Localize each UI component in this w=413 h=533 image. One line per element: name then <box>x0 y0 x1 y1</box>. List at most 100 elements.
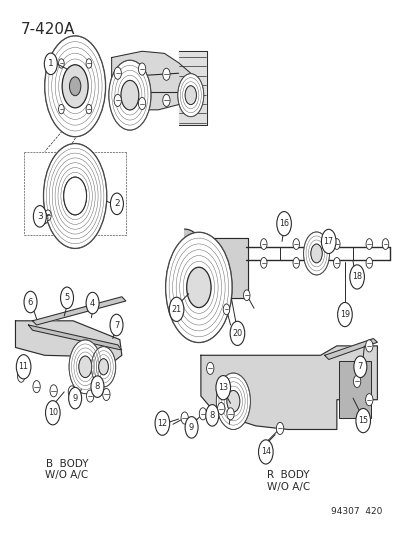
Ellipse shape <box>381 239 388 249</box>
Text: 7: 7 <box>114 320 119 329</box>
Ellipse shape <box>165 232 232 343</box>
Ellipse shape <box>68 386 75 398</box>
Ellipse shape <box>169 297 183 321</box>
Ellipse shape <box>86 390 94 402</box>
Ellipse shape <box>121 80 138 110</box>
Text: 11: 11 <box>19 362 28 372</box>
Ellipse shape <box>33 206 46 227</box>
Ellipse shape <box>365 239 372 249</box>
Ellipse shape <box>185 417 197 438</box>
Ellipse shape <box>303 232 329 275</box>
Ellipse shape <box>310 244 321 263</box>
Text: W/O A/C: W/O A/C <box>45 471 88 480</box>
Ellipse shape <box>138 98 145 110</box>
Ellipse shape <box>292 239 299 249</box>
Polygon shape <box>184 229 207 306</box>
Ellipse shape <box>216 376 230 400</box>
Text: 10: 10 <box>48 408 58 417</box>
Ellipse shape <box>69 387 81 409</box>
Ellipse shape <box>45 401 60 425</box>
Ellipse shape <box>337 302 351 327</box>
Ellipse shape <box>355 408 370 433</box>
Text: 5: 5 <box>64 293 69 302</box>
Polygon shape <box>28 325 121 350</box>
Ellipse shape <box>365 257 372 268</box>
Ellipse shape <box>60 287 74 309</box>
Ellipse shape <box>102 389 110 400</box>
Ellipse shape <box>64 177 86 215</box>
Ellipse shape <box>33 381 40 393</box>
Ellipse shape <box>138 63 145 75</box>
Ellipse shape <box>91 346 116 387</box>
Ellipse shape <box>180 412 188 424</box>
Ellipse shape <box>69 340 101 394</box>
Ellipse shape <box>276 422 283 434</box>
Polygon shape <box>112 51 190 110</box>
Ellipse shape <box>320 229 335 254</box>
Text: R  BODY: R BODY <box>266 471 309 480</box>
Polygon shape <box>200 346 377 430</box>
Text: 94307  420: 94307 420 <box>331 507 382 516</box>
Polygon shape <box>15 321 121 361</box>
Ellipse shape <box>64 177 86 215</box>
Ellipse shape <box>17 370 25 382</box>
Text: 9: 9 <box>188 423 194 432</box>
Polygon shape <box>178 51 206 125</box>
Ellipse shape <box>155 411 169 435</box>
Ellipse shape <box>86 292 99 314</box>
Polygon shape <box>324 338 377 359</box>
Text: 21: 21 <box>171 305 181 314</box>
Text: 8: 8 <box>95 382 100 391</box>
Text: 3: 3 <box>37 212 43 221</box>
Ellipse shape <box>114 94 121 107</box>
Ellipse shape <box>258 440 273 464</box>
Ellipse shape <box>205 405 218 426</box>
Ellipse shape <box>109 60 151 130</box>
Text: 6: 6 <box>28 297 33 306</box>
Text: 16: 16 <box>278 219 288 228</box>
Text: 13: 13 <box>218 383 228 392</box>
Ellipse shape <box>58 59 64 68</box>
Text: 9: 9 <box>72 394 78 402</box>
Ellipse shape <box>223 304 229 314</box>
Text: 7-420A: 7-420A <box>20 22 75 37</box>
Ellipse shape <box>162 68 170 80</box>
Ellipse shape <box>292 257 299 268</box>
Ellipse shape <box>365 340 372 352</box>
Ellipse shape <box>16 354 31 379</box>
Text: 4: 4 <box>90 298 95 308</box>
Text: 19: 19 <box>339 310 349 319</box>
Polygon shape <box>33 297 126 325</box>
Ellipse shape <box>114 67 121 79</box>
Text: W/O A/C: W/O A/C <box>266 482 309 492</box>
Ellipse shape <box>349 265 363 289</box>
Ellipse shape <box>177 74 203 117</box>
Ellipse shape <box>276 212 291 236</box>
Ellipse shape <box>69 77 81 96</box>
Text: 12: 12 <box>157 419 167 427</box>
Text: 2: 2 <box>114 199 119 208</box>
Ellipse shape <box>333 239 339 249</box>
Ellipse shape <box>226 391 239 412</box>
Ellipse shape <box>353 375 360 387</box>
Ellipse shape <box>206 362 214 374</box>
Ellipse shape <box>230 321 244 345</box>
Text: 14: 14 <box>260 447 270 456</box>
Ellipse shape <box>353 356 366 377</box>
Ellipse shape <box>199 408 206 420</box>
Ellipse shape <box>24 291 37 313</box>
Ellipse shape <box>260 239 266 249</box>
Ellipse shape <box>226 408 234 420</box>
Text: 18: 18 <box>351 272 361 281</box>
Ellipse shape <box>58 104 64 114</box>
Ellipse shape <box>365 394 372 406</box>
Ellipse shape <box>86 59 92 68</box>
Ellipse shape <box>86 104 92 114</box>
Polygon shape <box>184 238 247 298</box>
Text: 15: 15 <box>357 416 368 425</box>
Ellipse shape <box>260 257 266 268</box>
Text: 1: 1 <box>48 59 54 68</box>
Ellipse shape <box>243 290 249 301</box>
Text: 8: 8 <box>209 411 214 420</box>
Ellipse shape <box>45 36 105 137</box>
